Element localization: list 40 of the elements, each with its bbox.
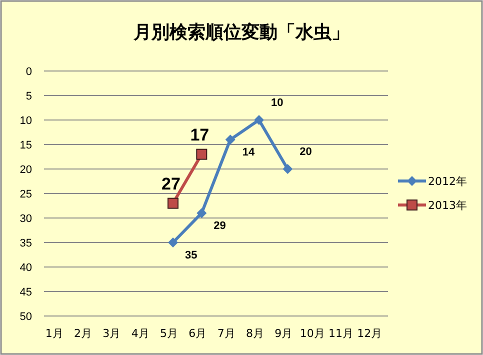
chart-title: 月別検索順位変動「水虫」 [132,22,350,43]
point [225,134,236,145]
data-label: 29 [214,220,226,232]
x-tick-label: 6月 [188,327,207,340]
y-tick-label: 45 [20,286,32,298]
y-tick-label: 25 [20,188,32,200]
x-tick-label: 7月 [217,327,236,340]
data-label: 35 [185,250,198,262]
point [168,198,178,209]
x-tick-label: 8月 [246,327,264,340]
y-tick-label: 50 [20,311,32,323]
y-tick-label: 5 [26,90,32,102]
point [196,208,207,218]
point [168,238,178,248]
x-tick-label: 10月 [300,327,325,340]
y-tick-label: 15 [20,140,32,152]
x-tick-label: 11月 [328,327,354,340]
x-tick-label: 2月 [74,327,92,340]
y-tick-label: 40 [20,262,32,274]
x-tick-label: 4月 [131,327,150,340]
data-label: 17 [190,125,210,144]
y-tick-label: 20 [20,164,32,176]
data-label: 20 [300,146,312,158]
point [196,148,208,160]
data-label: 10 [271,97,284,109]
x-tick-label: 12月 [357,327,382,340]
y-tick-label: 30 [20,213,32,225]
legend-label: 2013年 [428,199,467,212]
x-tick-label: 9月 [274,327,293,340]
legend-label: 2012年 [428,175,467,188]
y-tick-label: 10 [20,115,32,127]
x-tick-label: 1月 [45,327,64,340]
data-label: 14 [242,146,256,159]
x-tick-label: 3月 [102,327,121,340]
point [254,115,264,125]
point [282,164,293,174]
y-tick-label: 0 [26,66,32,78]
data-label: 27 [162,174,180,194]
y-tick-label: 35 [20,238,32,250]
x-tick-label: 5月 [160,327,178,340]
